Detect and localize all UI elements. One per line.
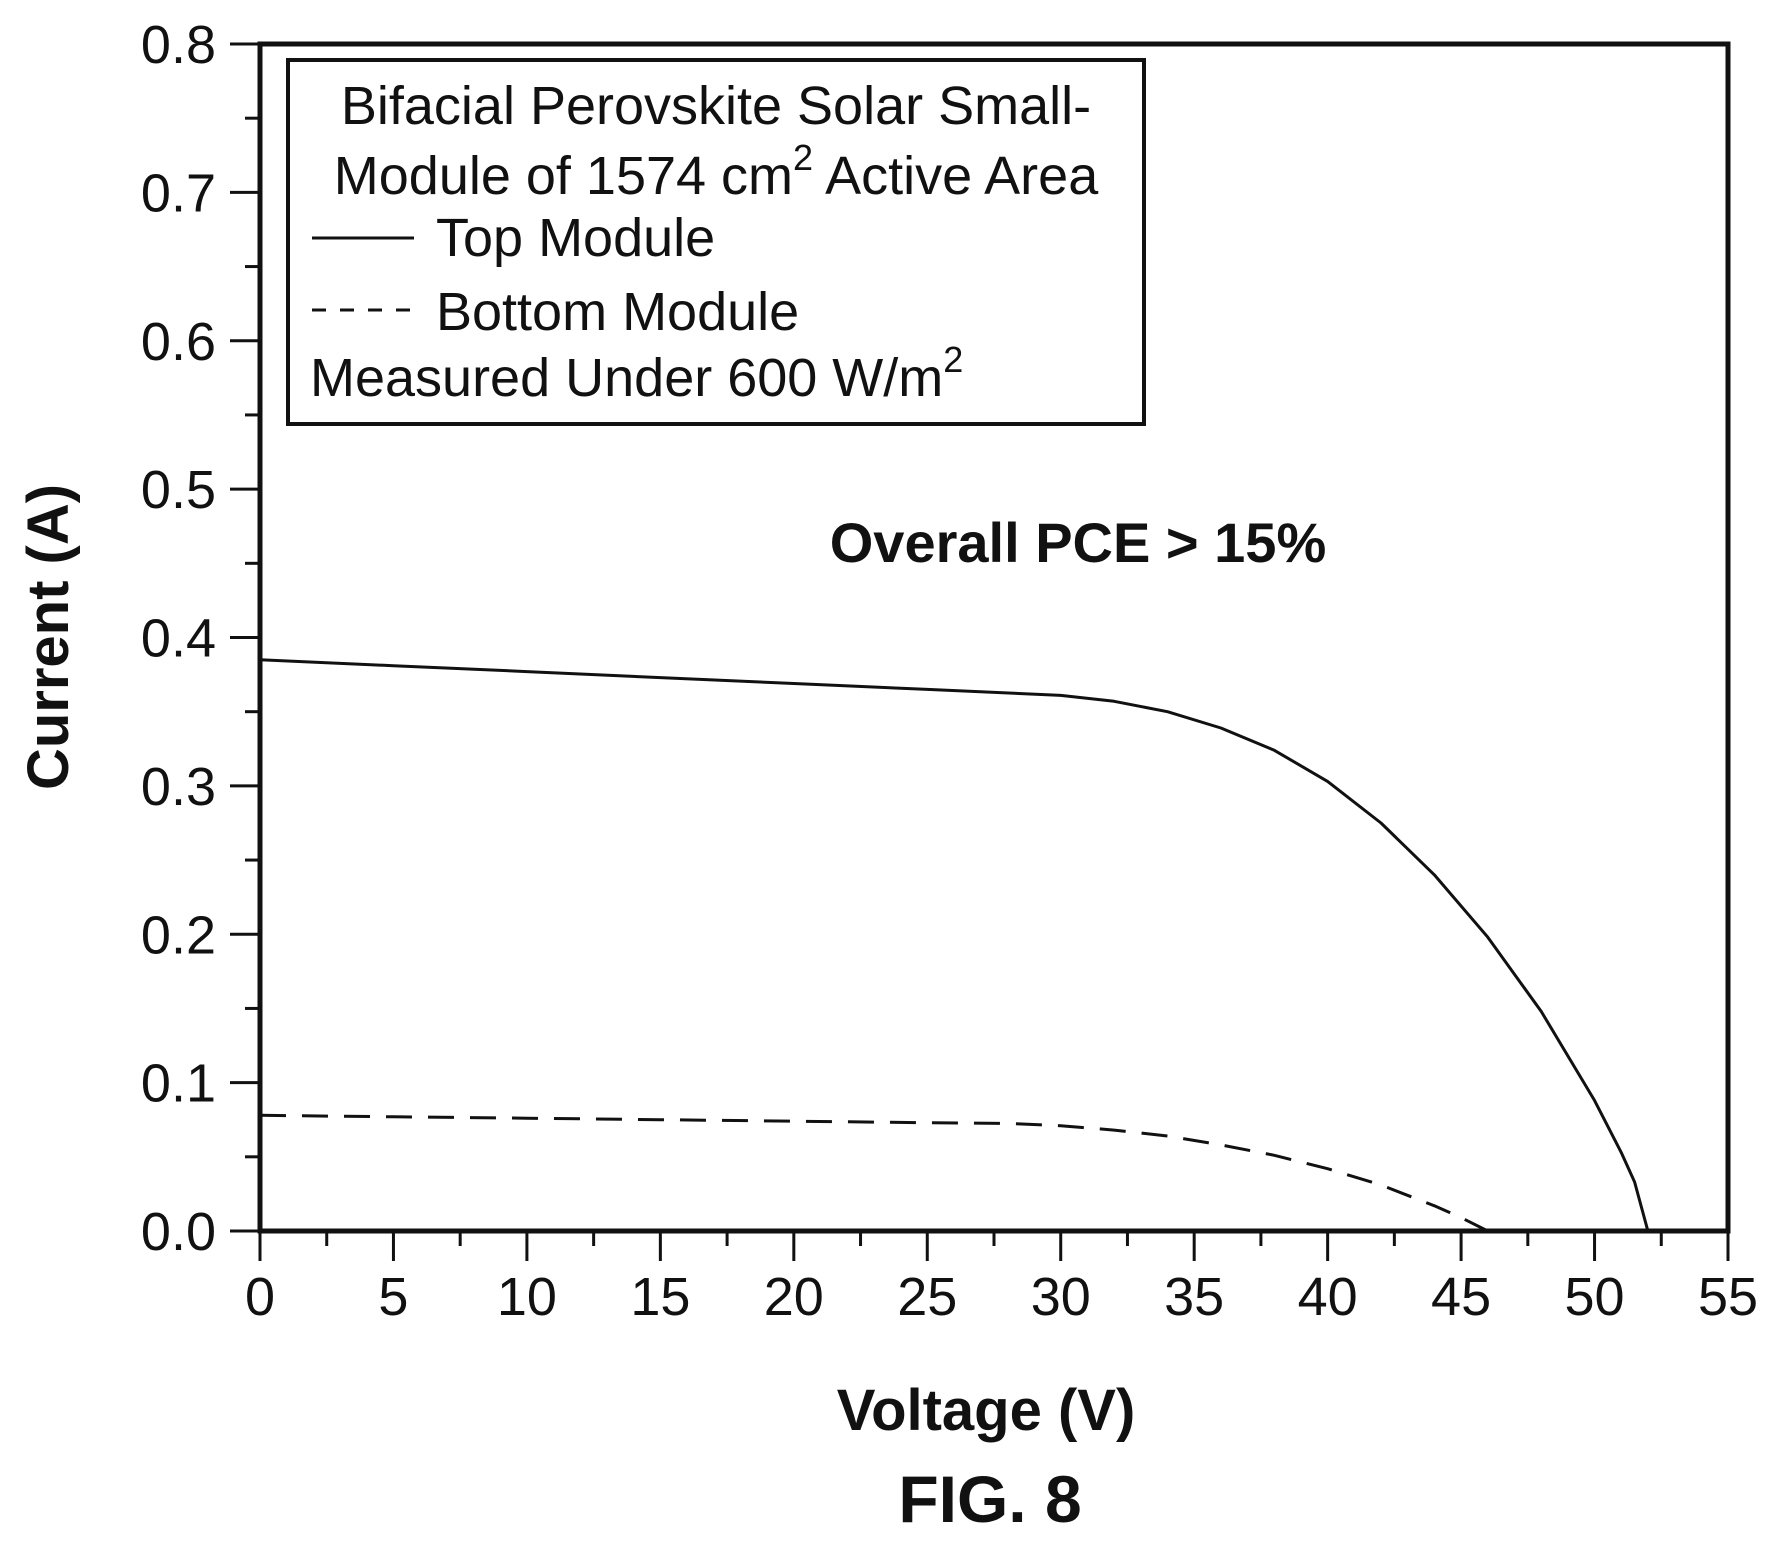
figure-label: FIG. 8 xyxy=(898,1462,1081,1536)
legend-footer-prefix: Measured Under 600 W/m xyxy=(310,348,943,408)
series-line-bottom-module xyxy=(259,1113,1489,1233)
y-tick-label: 0.0 xyxy=(141,1202,216,1262)
x-tick-label: 35 xyxy=(1164,1267,1224,1327)
y-tick-label: 0.3 xyxy=(141,757,216,817)
x-tick-label: 5 xyxy=(378,1267,408,1327)
y-axis-ticks: 0.0 0.1 0.2 0.3 0.4 0.5 0.6 0.7 0.8 xyxy=(141,15,260,1262)
legend: Bifacial Perovskite Solar Small- Module … xyxy=(286,58,1146,426)
legend-footer: Measured Under 600 W/m2 xyxy=(310,339,963,408)
legend-title-line2-suffix: Active Area xyxy=(813,146,1099,206)
legend-entry-bottom-module: Bottom Module xyxy=(436,282,799,342)
x-tick-label: 20 xyxy=(764,1267,824,1327)
legend-footer-sup: 2 xyxy=(943,339,963,380)
x-tick-label: 50 xyxy=(1565,1267,1625,1327)
y-tick-label: 0.1 xyxy=(141,1054,216,1114)
x-tick-label: 10 xyxy=(497,1267,557,1327)
series-line-top-module xyxy=(259,658,1650,1232)
y-tick-label: 0.5 xyxy=(141,460,216,520)
x-tick-label: 45 xyxy=(1431,1267,1491,1327)
y-tick-label: 0.8 xyxy=(141,15,216,75)
x-tick-label: 40 xyxy=(1298,1267,1358,1327)
x-tick-label: 25 xyxy=(897,1267,957,1327)
y-tick-label: 0.7 xyxy=(141,163,216,223)
x-axis-title: Voltage (V) xyxy=(837,1378,1136,1443)
legend-title-line2-sup: 2 xyxy=(793,137,813,178)
y-axis-title: Current (A) xyxy=(16,484,81,790)
legend-box xyxy=(286,58,1146,426)
y-tick-label: 0.4 xyxy=(141,609,216,669)
series-layer xyxy=(259,658,1650,1233)
x-axis-ticks: 0 5 10 15 20 25 30 35 40 45 50 55 xyxy=(245,1231,1758,1327)
legend-title-line2: Module of 1574 cm2 Active Area xyxy=(334,137,1099,206)
pce-annotation: Overall PCE > 15% xyxy=(830,511,1327,574)
legend-title-line1: Bifacial Perovskite Solar Small- xyxy=(341,76,1091,136)
legend-title-line2-prefix: Module of 1574 cm xyxy=(334,146,793,206)
y-tick-label: 0.2 xyxy=(141,905,216,965)
legend-entry-top-module: Top Module xyxy=(436,208,715,268)
x-tick-label: 0 xyxy=(245,1267,275,1327)
x-tick-label: 30 xyxy=(1031,1267,1091,1327)
y-tick-label: 0.6 xyxy=(141,312,216,372)
x-tick-label: 15 xyxy=(630,1267,690,1327)
x-tick-label: 55 xyxy=(1698,1267,1758,1327)
